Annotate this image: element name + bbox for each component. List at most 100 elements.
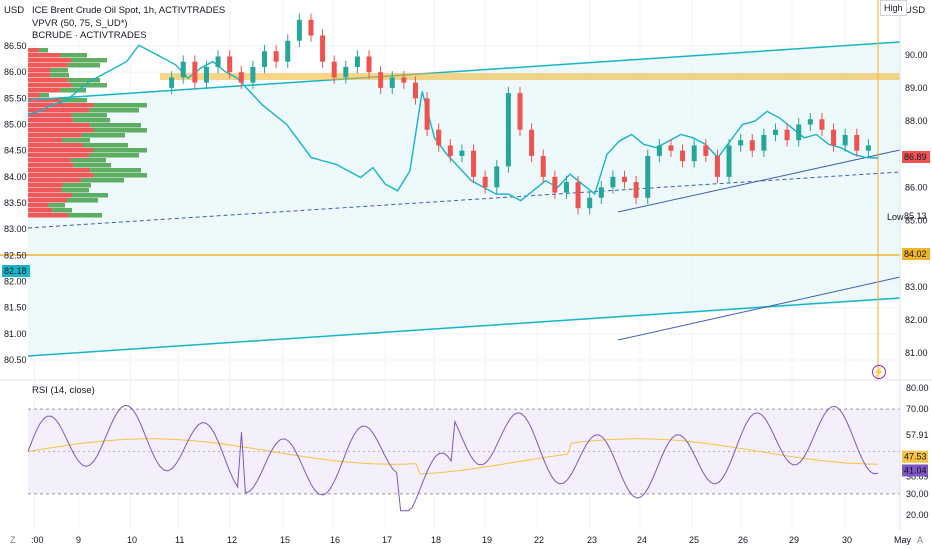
candle-body <box>401 77 407 83</box>
cyan-price-line <box>27 44 879 202</box>
auto-scale-button[interactable]: A <box>917 535 924 545</box>
candle-body <box>389 77 395 88</box>
candle-body <box>680 150 686 162</box>
z-button[interactable]: Z <box>10 535 16 545</box>
candle-body <box>354 56 360 67</box>
candle-body <box>645 155 651 198</box>
trend-upper <box>617 149 901 213</box>
vp-bar-down <box>28 83 72 88</box>
candle-body <box>772 129 778 135</box>
candle-body <box>262 51 268 67</box>
x-tick-label: :00 <box>31 535 44 545</box>
vp-bar-up <box>50 73 69 78</box>
vp-bar-up <box>90 168 141 173</box>
lightning-icon[interactable]: ⚡ <box>872 365 886 379</box>
vp-bar-down <box>28 113 72 118</box>
candle-body <box>540 155 546 177</box>
candle-body <box>447 145 453 156</box>
left-tick-label: 85.00 <box>4 120 27 130</box>
price-tag-bg <box>902 151 930 163</box>
vp-bar-up <box>93 128 147 133</box>
candle-body <box>610 176 616 188</box>
candle-body <box>238 72 244 83</box>
vp-bar-down <box>28 153 90 158</box>
candle-body <box>296 19 302 41</box>
trend-lines <box>0 0 901 380</box>
vp-bar-up <box>60 53 87 58</box>
candle-body <box>169 77 175 88</box>
vp-bar-down <box>28 73 51 78</box>
vp-bar-down <box>28 98 61 103</box>
candle-body <box>505 93 511 167</box>
price-tag-bg <box>2 265 30 277</box>
price-tag: 84.02 <box>904 249 927 259</box>
x-tick-label: 18 <box>431 535 441 545</box>
right-tick-label: 83.00 <box>905 282 928 292</box>
x-tick-label: 29 <box>789 535 799 545</box>
vp-bar-up <box>67 78 100 83</box>
candle-body <box>412 82 418 99</box>
vp-bar-down <box>28 68 50 73</box>
candle-body <box>633 182 639 198</box>
right-tick-label: 86.00 <box>905 182 928 192</box>
vp-bar-down <box>28 198 67 203</box>
candle-body <box>563 182 569 193</box>
price-tag-bg <box>902 248 930 260</box>
vp-bar-down <box>28 93 40 98</box>
channel-bottom-line <box>27 297 901 357</box>
rsi-tick-label: 20.00 <box>906 510 929 520</box>
x-tick-label: 15 <box>280 535 290 545</box>
candle-body <box>378 72 384 88</box>
candle-body <box>587 197 593 209</box>
left-tick-label: 82.50 <box>4 250 27 260</box>
vp-bar-up <box>81 133 125 138</box>
x-tick-label: 9 <box>76 535 81 545</box>
candle-body <box>703 145 709 156</box>
vp-bar-down <box>28 118 74 123</box>
vp-bar-down <box>28 53 61 58</box>
vp-bar-up <box>48 203 65 208</box>
left-tick-label: 86.50 <box>4 41 27 51</box>
vp-bar-down <box>28 173 94 178</box>
right-tick-label: 90.00 <box>905 50 928 60</box>
symbol-legend[interactable]: BCRUDE · ACTIVTRADES <box>32 30 147 41</box>
candle-body <box>691 145 697 162</box>
x-tick-label: 12 <box>227 535 237 545</box>
chart-title[interactable]: ICE Brent Crude Oil Spot, 1h, ACTIVTRADE… <box>32 5 226 16</box>
candle-body <box>796 124 802 141</box>
vp-bar-up <box>52 208 72 213</box>
right-tick-label: 88.00 <box>905 116 928 126</box>
candle-body <box>575 182 581 209</box>
vp-bar-up <box>39 93 49 98</box>
rsi-title[interactable]: RSI (14, close) <box>32 385 95 396</box>
vp-bar-up <box>93 173 147 178</box>
x-tick-label: May <box>894 535 912 545</box>
candle-body <box>865 145 871 151</box>
candle-body <box>656 145 662 156</box>
price-tag: 86.89 <box>904 152 927 162</box>
vp-bar-up <box>50 68 68 73</box>
rsi-tick-label: 70.00 <box>906 404 929 414</box>
candle-body <box>761 134 767 151</box>
rsi-tick-label: 57.91 <box>906 430 929 440</box>
vp-bar-up <box>71 113 107 118</box>
vp-bar-up <box>73 163 111 168</box>
low-marker: Low <box>887 212 904 222</box>
left-tick-label: 80.50 <box>4 355 27 365</box>
indicator-legend[interactable]: VPVR (50, 75, S_UD*) <box>32 18 128 29</box>
resistance-zone <box>160 73 900 80</box>
x-tick-label: 24 <box>637 535 647 545</box>
volume-profile <box>28 48 147 218</box>
vp-bar-up <box>80 178 124 183</box>
x-tick-label: 26 <box>738 535 748 545</box>
candle-body <box>331 61 337 78</box>
candle-body <box>285 40 291 62</box>
vp-bar-up <box>66 198 98 203</box>
x-tick-label: 10 <box>127 535 137 545</box>
candle-body <box>215 56 221 67</box>
rsi-tag: 47.53 <box>904 452 927 462</box>
rsi-tag-bg <box>902 450 928 463</box>
trend-lower <box>617 276 901 341</box>
vp-bar-down <box>28 148 94 153</box>
